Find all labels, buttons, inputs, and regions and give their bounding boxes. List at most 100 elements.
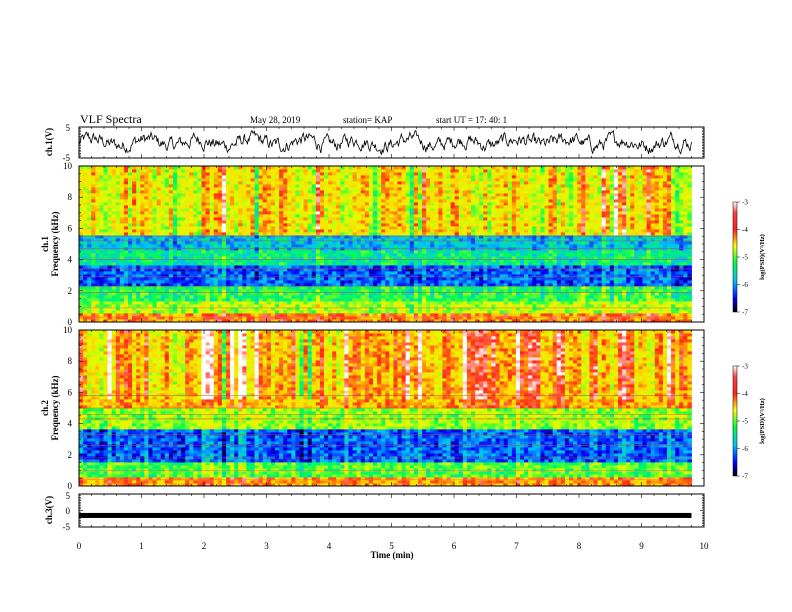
spectrogram-cell	[209, 268, 215, 272]
spectrogram-cell	[495, 283, 500, 287]
spectrogram-cell	[352, 304, 358, 308]
spectrogram-cell	[319, 289, 325, 293]
spectrogram-cell	[340, 238, 345, 242]
spectrogram-cell	[368, 262, 374, 266]
spectrogram-cell	[466, 292, 472, 296]
spectrogram-cell	[687, 262, 692, 266]
spectrogram-cell	[687, 295, 692, 299]
spectrogram-cell	[144, 238, 149, 242]
spectrogram-cell	[675, 244, 680, 248]
spectrogram-cell	[91, 307, 96, 311]
spectrogram-cell	[528, 256, 533, 260]
spectrogram-cell	[148, 244, 153, 248]
spectrogram-cell	[642, 283, 647, 287]
spectrogram-cell	[499, 244, 505, 248]
spectrogram-cell	[560, 298, 566, 302]
spectrogram-cell	[144, 295, 149, 299]
spectrogram-cell	[573, 274, 578, 278]
spectrogram-cell	[511, 268, 517, 272]
spectrogram-cell	[581, 301, 586, 305]
spectrogram-cell	[446, 283, 451, 287]
spectrogram-cell	[646, 277, 652, 281]
spectrogram-cell	[679, 238, 684, 242]
spectrogram-cell	[368, 250, 374, 254]
spectrogram-cell	[213, 289, 219, 293]
spectrogram-cell	[377, 271, 382, 275]
spectrogram-cell	[479, 268, 484, 272]
spectrogram-cell	[107, 241, 113, 245]
spectrogram-cell	[111, 238, 117, 242]
spectrogram-cell	[246, 295, 251, 299]
spectrogram-cell	[111, 235, 117, 239]
spectrogram-cell	[299, 253, 304, 257]
spectrogram-cell	[662, 262, 668, 266]
spectrogram-cell	[585, 268, 590, 272]
spectrogram-cell	[177, 280, 182, 284]
spectrogram-cell	[315, 265, 321, 269]
spectrogram-cell	[234, 316, 239, 320]
spectrogram-cell	[189, 295, 194, 299]
spectrogram-cell	[336, 310, 341, 314]
spectrogram-cell	[336, 292, 341, 296]
spectrogram-cell	[119, 238, 125, 242]
spectrogram-cell	[168, 262, 174, 266]
spectrogram-cell	[560, 265, 566, 269]
spectrogram-cell	[103, 280, 108, 284]
spectrogram-cell	[491, 319, 496, 323]
spectrogram-cell	[520, 301, 525, 305]
spectrogram-cell	[671, 307, 676, 311]
spectrogram-cell	[540, 301, 545, 305]
spectrogram-cell	[336, 307, 341, 311]
spectrogram-cell	[417, 277, 423, 281]
spectrogram-cell	[83, 253, 88, 257]
spectrogram-cell	[552, 265, 558, 269]
spectrogram-cell	[123, 262, 129, 266]
spectrogram-cell	[405, 307, 411, 311]
spectrogram-cell	[601, 238, 607, 242]
spectrogram-cell	[564, 319, 570, 323]
spectrogram-cell	[630, 226, 635, 230]
spectrogram-cell	[83, 292, 88, 296]
spectrogram-cell	[336, 295, 341, 299]
spectrogram-cell	[675, 277, 680, 281]
spectrogram-cell	[103, 250, 108, 254]
spectrogram-cell	[675, 250, 680, 254]
spectrogram-cell	[319, 298, 325, 302]
spectrogram-cell	[630, 295, 635, 299]
spectrogram-cell	[487, 316, 492, 320]
spectrogram-cell	[385, 319, 390, 323]
spectrogram-cell	[132, 235, 137, 239]
spectrogram-cell	[368, 304, 374, 308]
spectrogram-cell	[103, 307, 108, 311]
spectrogram-cell	[471, 253, 476, 257]
spectrogram-cell	[593, 229, 598, 233]
spectrogram-cell	[340, 319, 345, 323]
spectrogram-cell	[144, 229, 149, 233]
spectrogram-cell	[520, 283, 525, 287]
spectrogram-cell	[487, 256, 492, 260]
spectrogram-cell	[164, 232, 170, 236]
spectrogram-cell	[544, 253, 549, 257]
spectrogram-cell	[299, 232, 304, 236]
spectrogram-cell	[654, 304, 660, 308]
spectrogram-cell	[373, 244, 378, 248]
spectrogram-cell	[226, 232, 231, 236]
spectrogram-cell	[499, 304, 505, 308]
spectrogram-cell	[560, 307, 566, 311]
spectrogram-cell	[520, 229, 525, 233]
spectrogram-cell	[626, 244, 631, 248]
spectrogram-cell	[356, 244, 362, 248]
spectrogram-cell	[377, 304, 382, 308]
spectrogram-cell	[132, 244, 137, 248]
spectrogram-cell	[687, 259, 692, 263]
spectrogram-cell	[246, 274, 251, 278]
spectrogram-cell	[532, 235, 537, 239]
spectrogram-cell	[291, 313, 296, 317]
spectrogram-cell	[348, 307, 353, 311]
spectrogram-cell	[299, 307, 304, 311]
spectrogram-cell	[524, 289, 529, 293]
spectrogram-cell	[532, 280, 537, 284]
spectrogram-cell	[609, 313, 615, 317]
spectrogram-cell	[242, 307, 247, 311]
